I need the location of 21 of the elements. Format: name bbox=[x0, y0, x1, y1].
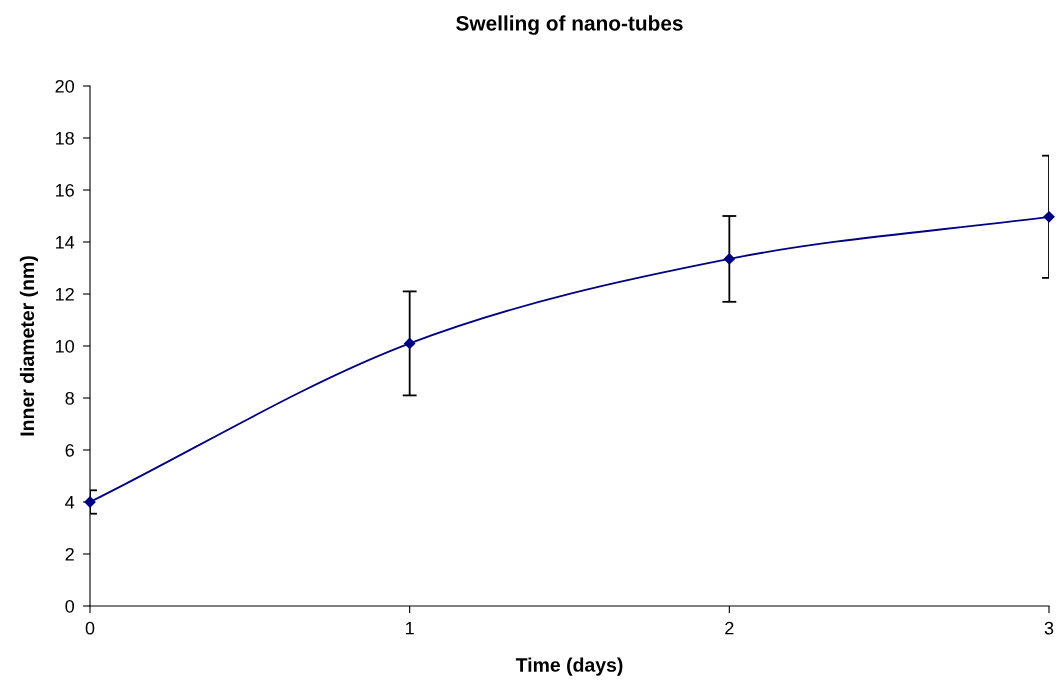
x-tick-label: 3 bbox=[1044, 621, 1054, 635]
y-tick-label: 20 bbox=[55, 79, 75, 93]
point bbox=[404, 337, 416, 350]
y-tick-label: 18 bbox=[56, 131, 74, 145]
y-tick-label: 6 bbox=[65, 443, 74, 457]
y-tick-label: 12 bbox=[56, 287, 74, 301]
point bbox=[1043, 211, 1055, 223]
x-axis-title: Time (days) bbox=[515, 657, 623, 676]
chart-title: Swelling of nano-tubes bbox=[456, 15, 683, 35]
x-tick-label: 1 bbox=[406, 621, 414, 635]
y-tick-label: 14 bbox=[56, 236, 75, 249]
x-tick-label: 0 bbox=[85, 621, 95, 635]
y-tick-label: 4 bbox=[65, 496, 75, 509]
y-tick-label: 16 bbox=[56, 183, 74, 197]
y-tick-label: 2 bbox=[65, 547, 74, 561]
y-tick-label: 0 bbox=[65, 599, 75, 613]
y-tick-label: 10 bbox=[56, 339, 75, 353]
y-axis-title: Inner diameter (nm) bbox=[19, 256, 38, 436]
x-tick-label: 2 bbox=[725, 621, 734, 635]
point bbox=[723, 253, 735, 265]
y-tick-label: 8 bbox=[65, 391, 74, 405]
